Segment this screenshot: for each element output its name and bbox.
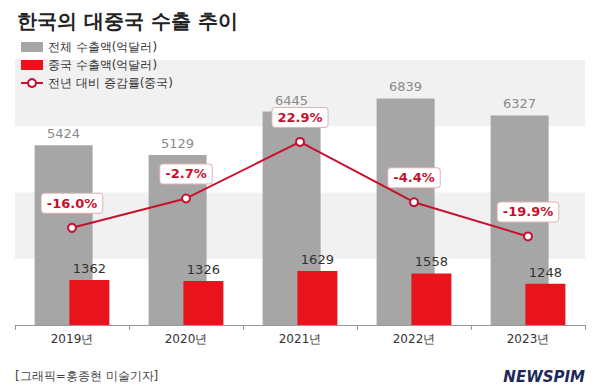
svg-text:2021년: 2021년 [279,332,322,346]
svg-text:-16.0%: -16.0% [47,196,98,211]
svg-text:전년 대비 증감률(중국): 전년 대비 증감률(중국) [48,76,173,90]
svg-text:중국 수출액(억달러): 중국 수출액(억달러) [48,58,157,72]
svg-text:2022년: 2022년 [393,332,436,346]
svg-text:1326: 1326 [187,262,220,277]
svg-text:22.9%: 22.9% [277,110,322,125]
svg-text:[그래픽=홍종현 미술기자]: [그래픽=홍종현 미술기자] [15,369,158,383]
svg-text:1248: 1248 [529,265,562,280]
svg-text:2020년: 2020년 [165,332,208,346]
svg-text:6327: 6327 [503,96,536,111]
svg-text:1629: 1629 [301,252,334,267]
svg-text:NEWSPIM: NEWSPIM [503,368,585,386]
svg-text:5424: 5424 [47,126,80,141]
svg-text:-19.9%: -19.9% [503,204,554,219]
svg-text:2019년: 2019년 [51,332,94,346]
svg-text:5129: 5129 [161,136,194,151]
svg-text:전체 수출액(억달러): 전체 수출액(억달러) [48,40,157,54]
svg-text:-2.7%: -2.7% [165,166,206,181]
svg-text:한국의 대중국 수출 추이: 한국의 대중국 수출 추이 [17,9,238,33]
svg-text:1558: 1558 [415,254,448,269]
svg-text:6839: 6839 [389,79,422,94]
svg-text:-4.4%: -4.4% [393,170,434,185]
svg-text:2023년: 2023년 [507,332,550,346]
svg-text:1362: 1362 [73,261,106,276]
svg-text:6445: 6445 [275,93,308,108]
